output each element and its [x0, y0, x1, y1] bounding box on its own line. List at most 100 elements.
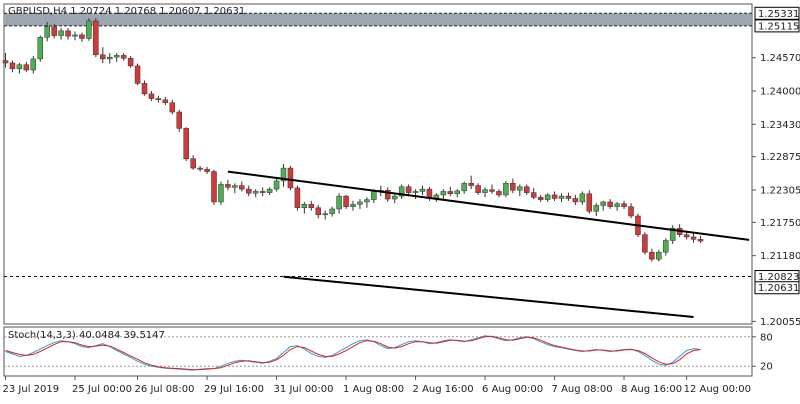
candle-body — [343, 195, 349, 207]
candle-body — [579, 193, 586, 203]
candle — [517, 184, 523, 197]
candle — [690, 233, 697, 243]
candle — [482, 187, 488, 198]
candle-body — [37, 37, 43, 60]
candle-body — [183, 128, 189, 159]
candle-body — [322, 213, 328, 216]
candle-body — [454, 190, 460, 195]
candle — [79, 32, 85, 42]
candle-body — [211, 171, 217, 203]
candle — [461, 181, 467, 194]
candle — [357, 199, 363, 209]
y-tick-label: 1.21750 — [760, 218, 800, 229]
candle — [440, 189, 447, 200]
candle-body — [162, 99, 169, 103]
candle-body — [385, 190, 391, 200]
candle-body — [405, 186, 412, 193]
candle-body — [79, 34, 85, 39]
candle — [232, 183, 238, 194]
candle-body — [503, 183, 509, 196]
zone-rect — [5, 13, 752, 26]
candle-body — [141, 83, 148, 95]
candle — [565, 192, 572, 201]
candle — [93, 18, 99, 58]
candle — [308, 200, 315, 211]
candle — [37, 35, 43, 62]
candle-body — [565, 195, 572, 199]
current-price-label: 1.20631 — [758, 283, 799, 294]
candle-body — [524, 186, 530, 193]
stoch-signal-line — [5, 335, 701, 371]
candle-body — [218, 184, 224, 203]
candle-body — [259, 191, 266, 193]
candle — [134, 63, 141, 86]
candle — [58, 27, 64, 40]
candle — [162, 96, 169, 106]
candle — [530, 187, 537, 200]
candle — [183, 127, 189, 162]
candle-body — [280, 167, 287, 182]
candle-body — [113, 55, 120, 58]
candle-body — [391, 195, 398, 200]
candle-body — [614, 203, 620, 207]
candle-body — [120, 55, 127, 59]
candle-body — [225, 184, 231, 188]
candle-body — [336, 195, 342, 210]
candle — [127, 55, 134, 68]
zone-bottom-price-label-box — [754, 19, 800, 33]
candle-body — [204, 169, 210, 172]
candle — [239, 181, 245, 192]
candle-body — [294, 187, 301, 209]
x-tick-label: 31 Jul 00:00 — [274, 384, 334, 395]
candle — [155, 95, 162, 103]
candle-body — [357, 201, 363, 205]
candle-body — [197, 167, 203, 170]
candle-body — [496, 191, 502, 196]
candle-body — [461, 183, 467, 192]
candle-body — [86, 20, 92, 39]
y-tick-label: 1.24000 — [760, 87, 800, 98]
candle-body — [419, 188, 426, 192]
candle-body — [468, 183, 474, 186]
candle-body — [107, 56, 113, 60]
candle — [343, 194, 349, 209]
candle — [9, 60, 16, 73]
candle-body — [628, 206, 634, 217]
candle-body — [663, 240, 669, 253]
candle — [44, 22, 50, 42]
candle-body — [600, 201, 606, 206]
candle — [107, 53, 113, 64]
x-tick-label: 7 Aug 08:00 — [552, 384, 613, 395]
candle-body — [329, 208, 335, 214]
candle-body — [58, 30, 64, 36]
x-tick-label: 25 Jul 00:00 — [72, 384, 132, 395]
candle-body — [621, 203, 627, 207]
zone-top-price-label-box — [754, 6, 800, 20]
candle — [405, 184, 412, 195]
candle-body — [364, 199, 370, 203]
candle-body — [252, 191, 259, 194]
candle-body — [246, 188, 252, 194]
candle — [259, 187, 266, 197]
candle — [524, 184, 530, 195]
candle — [364, 197, 370, 208]
y-tick-label: 1.20055 — [760, 317, 800, 328]
candle-body — [551, 194, 558, 199]
candle — [600, 200, 606, 211]
candle — [558, 193, 565, 202]
candle — [252, 189, 259, 198]
candle-body — [656, 251, 662, 260]
candle — [211, 169, 217, 205]
candle — [669, 225, 676, 244]
candle — [385, 187, 391, 202]
candle — [23, 61, 30, 72]
candle — [447, 186, 454, 197]
candle — [468, 175, 474, 190]
candle-body — [697, 239, 704, 242]
candle — [544, 193, 551, 202]
candle-body — [440, 191, 447, 196]
candle-body — [371, 191, 377, 200]
candle-body — [287, 167, 294, 189]
candle-body — [669, 227, 676, 241]
candle-body — [572, 198, 579, 203]
